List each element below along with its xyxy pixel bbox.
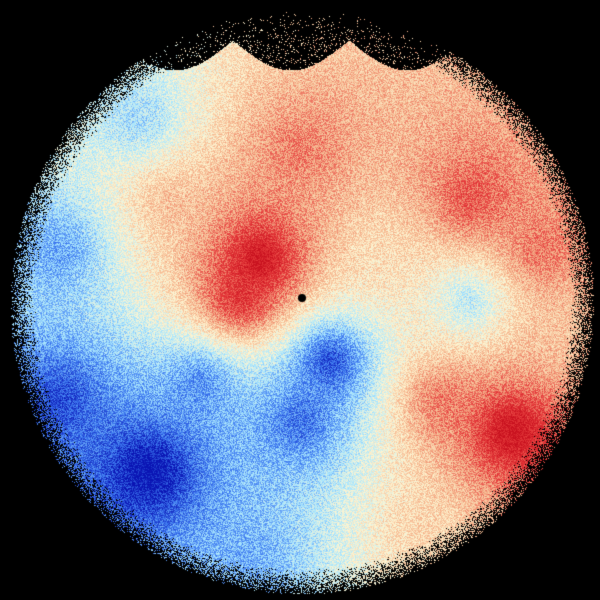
radar-velocity-image xyxy=(0,0,600,600)
